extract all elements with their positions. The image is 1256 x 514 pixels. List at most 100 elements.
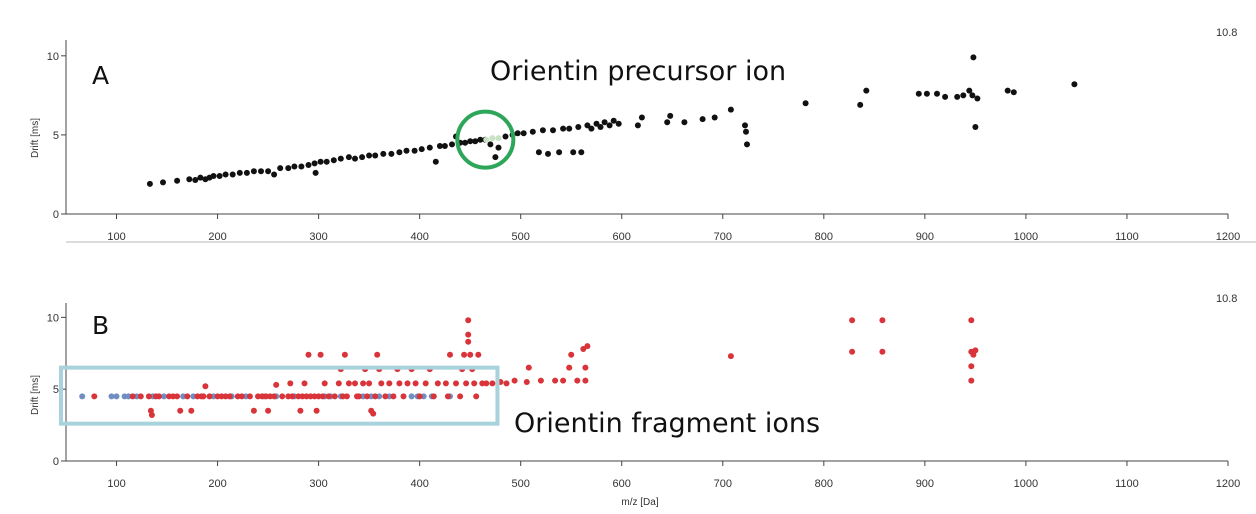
data-point xyxy=(374,351,381,358)
data-point xyxy=(575,124,582,130)
data-point xyxy=(560,125,567,132)
data-point xyxy=(202,383,209,390)
data-point xyxy=(265,168,272,175)
data-point xyxy=(584,343,591,350)
data-point xyxy=(584,122,591,129)
x-tick-label: 400 xyxy=(410,231,428,243)
data-point xyxy=(441,143,448,149)
data-point xyxy=(942,93,949,100)
y-tick-label: 0 xyxy=(53,209,59,221)
data-point xyxy=(699,116,706,123)
data-point xyxy=(430,393,437,400)
data-point xyxy=(472,138,479,145)
x-tick-label: 600 xyxy=(613,231,631,243)
data-point xyxy=(180,393,187,400)
data-point xyxy=(566,125,573,132)
data-point xyxy=(188,407,195,414)
data-point xyxy=(529,128,536,135)
data-point xyxy=(325,393,332,400)
data-point xyxy=(222,171,229,178)
data-point xyxy=(968,317,975,324)
data-point xyxy=(113,393,120,400)
data-point xyxy=(258,168,264,175)
data-point xyxy=(317,351,324,358)
data-point xyxy=(285,165,292,172)
panel-letter: B xyxy=(92,311,109,340)
data-point xyxy=(298,163,305,170)
data-point xyxy=(711,114,718,121)
data-point xyxy=(200,393,207,400)
data-point xyxy=(243,169,250,176)
data-point xyxy=(174,177,181,184)
data-point xyxy=(312,169,319,176)
data-point xyxy=(323,158,330,165)
data-point xyxy=(403,147,410,154)
data-point xyxy=(742,122,748,129)
data-point xyxy=(418,146,425,153)
data-point xyxy=(273,381,280,388)
data-point xyxy=(934,90,940,97)
data-point xyxy=(461,351,468,358)
x-tick-label: 1000 xyxy=(1014,231,1038,243)
data-point xyxy=(463,380,470,387)
data-point xyxy=(727,353,734,360)
data-point xyxy=(467,351,474,358)
data-point xyxy=(416,393,423,400)
data-point xyxy=(129,393,136,400)
data-point xyxy=(582,377,589,384)
data-point xyxy=(802,100,809,107)
data-point xyxy=(366,380,373,387)
data-point xyxy=(330,157,337,164)
data-point xyxy=(396,149,403,156)
data-point xyxy=(552,377,559,384)
data-point xyxy=(359,154,366,161)
data-point xyxy=(849,348,856,355)
x-tick-label: 1100 xyxy=(1115,478,1139,490)
data-point xyxy=(457,393,464,400)
data-point xyxy=(190,393,197,400)
x-tick-label: 700 xyxy=(714,478,732,490)
data-point xyxy=(311,160,318,167)
data-point xyxy=(380,150,387,157)
data-point xyxy=(335,380,342,387)
annotation-label: Orientin precursor ion xyxy=(490,56,786,87)
data-point xyxy=(434,380,441,387)
data-point xyxy=(578,149,585,156)
data-point xyxy=(79,393,86,400)
data-point xyxy=(137,393,144,400)
data-point xyxy=(588,125,595,132)
data-point xyxy=(492,154,499,161)
data-point xyxy=(477,136,484,143)
data-point xyxy=(271,393,278,400)
data-point xyxy=(453,380,459,387)
data-point xyxy=(321,380,328,387)
data-point xyxy=(277,165,284,172)
data-point xyxy=(495,144,502,151)
data-point xyxy=(146,180,153,187)
x-tick-label: 500 xyxy=(512,231,530,243)
x-tick-label: 700 xyxy=(714,231,732,243)
data-point xyxy=(968,377,975,384)
data-point xyxy=(487,141,494,148)
x-tick-label: 500 xyxy=(512,478,530,490)
data-point xyxy=(226,393,233,400)
data-point xyxy=(366,152,373,159)
data-point xyxy=(582,364,589,371)
data-point xyxy=(216,173,223,179)
data-point xyxy=(489,135,496,142)
data-point xyxy=(279,393,286,400)
y-tick-label: 0 xyxy=(53,456,59,468)
y-tick-label: 10 xyxy=(47,312,59,324)
data-point xyxy=(1004,87,1011,94)
data-point xyxy=(108,393,115,400)
data-point xyxy=(372,393,379,400)
data-point xyxy=(297,407,304,414)
data-point xyxy=(471,380,478,387)
data-point xyxy=(382,393,389,400)
data-point xyxy=(442,380,449,387)
x-tick-label: 200 xyxy=(208,478,226,490)
data-point xyxy=(570,149,577,156)
data-point xyxy=(1010,89,1017,96)
data-point xyxy=(744,141,750,148)
